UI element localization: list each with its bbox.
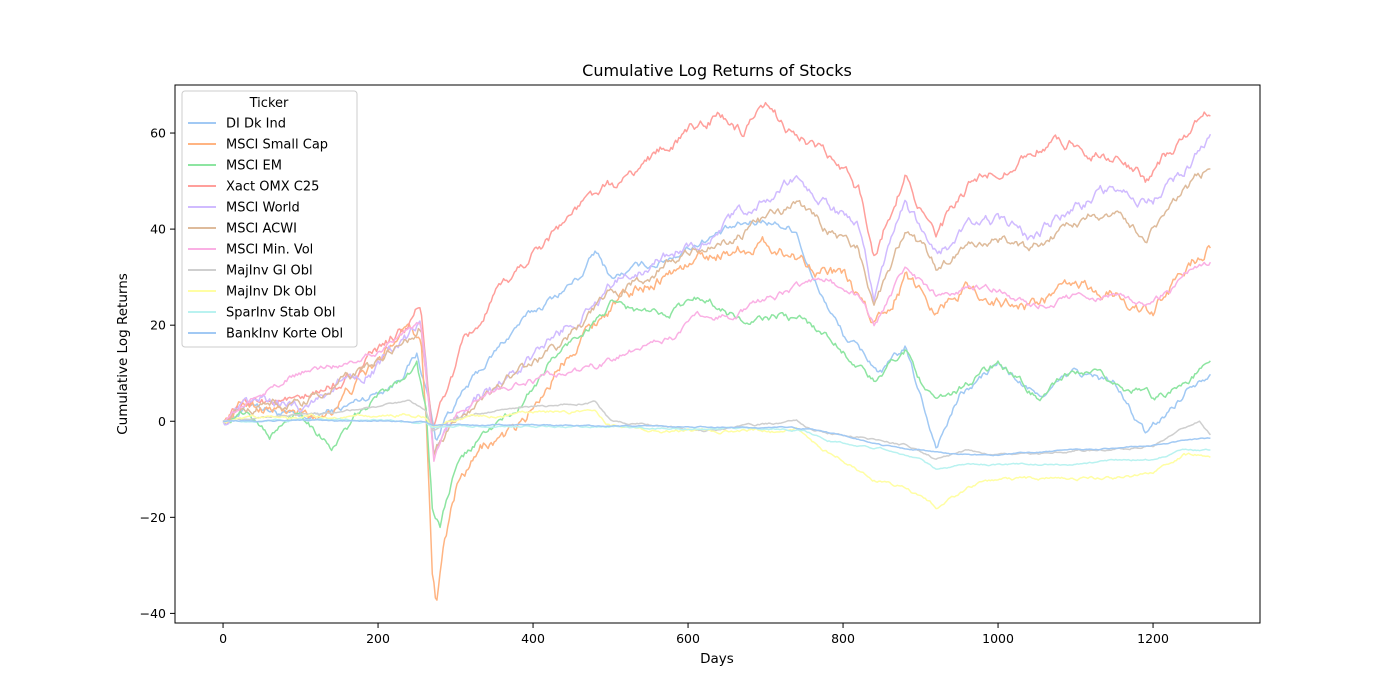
series-line-majinv-gl-obl [222, 399, 1211, 460]
legend-title: Ticker [249, 96, 289, 111]
legend: Ticker DI Dk Ind MSCI Small Cap MSCI EM Xac… [181, 90, 358, 348]
legend-entry: MSCI Small Cap [188, 138, 328, 153]
legend-label: MSCI World [226, 201, 300, 216]
legend-entry: MSCI EM [188, 159, 282, 174]
series-line-msci-min-vol [222, 261, 1212, 462]
series-line-msci-em [222, 296, 1211, 529]
legend-label: Xact OMX C25 [226, 180, 319, 195]
series-line-bankinv-korte-obl [222, 418, 1211, 457]
y-tick-label: −40 [140, 606, 166, 621]
legend-label: MajInv Gl Obl [226, 264, 313, 279]
legend-label: DI Dk Ind [226, 117, 286, 132]
legend-entries: DI Dk Ind MSCI Small Cap MSCI EM Xact OMX C… [188, 117, 343, 342]
y-axis: −40 −20 0 20 40 60 [140, 126, 175, 621]
x-tick-label: 1000 [982, 631, 1014, 646]
legend-entry: Xact OMX C25 [188, 180, 319, 195]
legend-label: MSCI ACWI [226, 222, 297, 237]
legend-label: MSCI EM [226, 159, 282, 174]
x-tick-label: 1200 [1137, 631, 1169, 646]
legend-label: MajInv Dk Obl [226, 285, 316, 300]
y-axis-label: Cumulative Log Returns [115, 273, 131, 435]
legend-entry: MSCI ACWI [188, 222, 297, 237]
series-line-majinv-dk-obl [222, 409, 1211, 510]
legend-entry: MSCI World [188, 201, 300, 216]
legend-entry: MSCI Min. Vol [188, 243, 313, 258]
x-tick-label: 0 [219, 631, 227, 646]
x-axis-label: Days [700, 651, 734, 667]
legend-entry: MajInv Dk Obl [188, 285, 316, 300]
legend-entry: MajInv Gl Obl [188, 264, 313, 279]
x-axis: 0 200 400 600 800 1000 1200 [219, 623, 1169, 646]
series-line-msci-acwi [222, 168, 1211, 456]
y-tick-label: 40 [150, 222, 166, 237]
legend-label: BankInv Korte Obl [226, 327, 343, 342]
series-layer [222, 101, 1212, 601]
legend-entry: SparInv Stab Obl [188, 306, 336, 321]
y-tick-label: 0 [158, 414, 166, 429]
legend-label: MSCI Min. Vol [226, 243, 313, 258]
chart-title: Cumulative Log Returns of Stocks [582, 61, 852, 80]
y-tick-label: −20 [140, 510, 166, 525]
plot-frame [174, 84, 1261, 624]
series-line-sparinv-stab-obl [223, 417, 1211, 470]
legend-entry: BankInv Korte Obl [188, 327, 343, 342]
legend-box [181, 90, 358, 348]
legend-entry: DI Dk Ind [188, 117, 286, 132]
x-tick-label: 200 [366, 631, 390, 646]
x-tick-label: 600 [676, 631, 700, 646]
y-tick-label: 60 [150, 126, 166, 141]
legend-label: MSCI Small Cap [226, 138, 328, 153]
x-tick-label: 400 [521, 631, 545, 646]
y-tick-label: 20 [150, 318, 166, 333]
x-tick-label: 800 [831, 631, 855, 646]
legend-label: SparInv Stab Obl [226, 306, 336, 321]
